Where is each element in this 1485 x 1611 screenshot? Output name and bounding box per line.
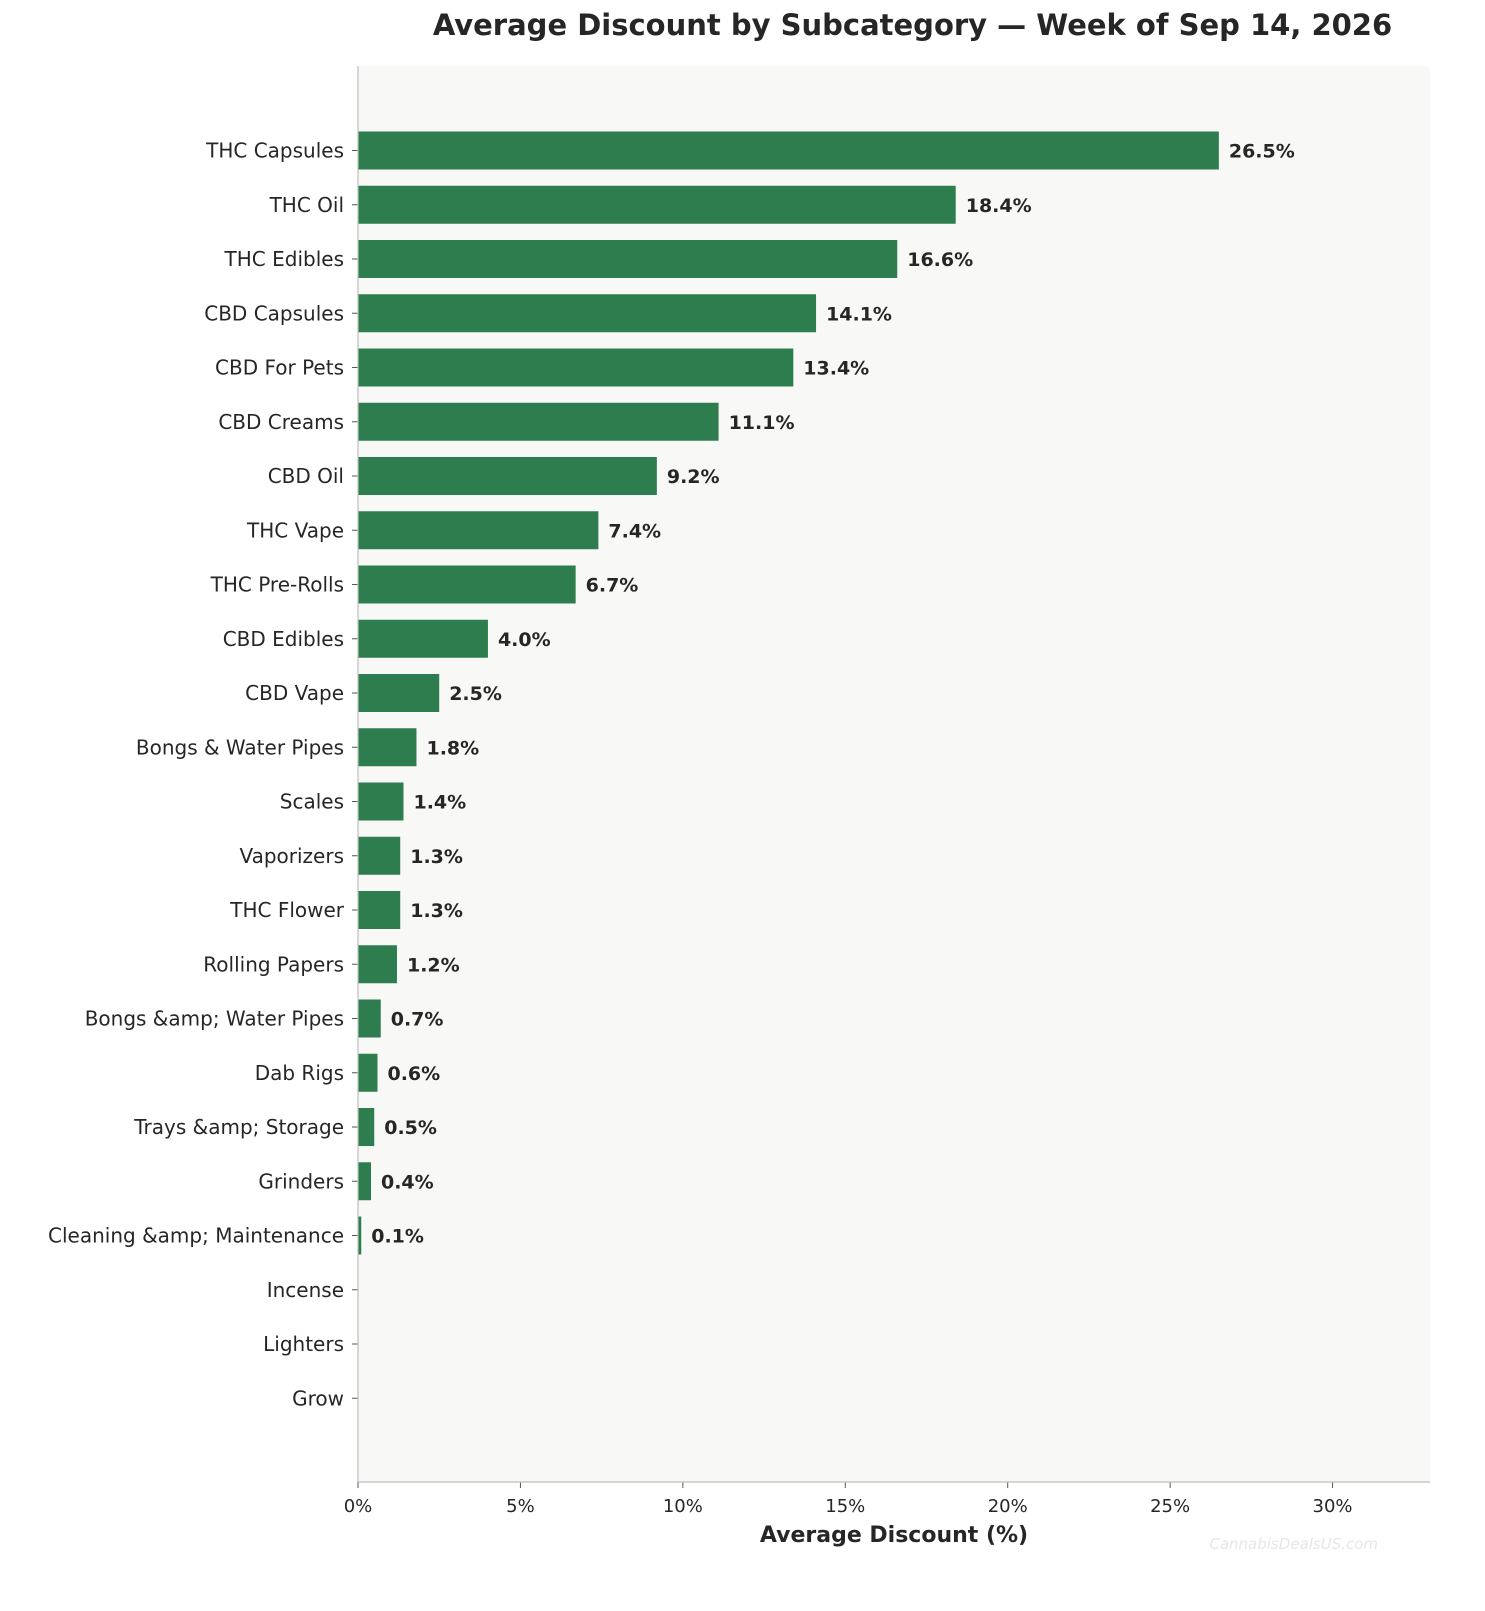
y-tick-labels: THC Capsules THC Oil THC Edibles CBD Capsul…: [48, 139, 358, 1410]
y-tick-label: CBD Creams: [218, 410, 344, 434]
bar-value-label: 0.4%: [381, 1171, 434, 1193]
bar: [358, 619, 488, 658]
y-tick-label: Trays &amp; Storage: [133, 1115, 344, 1139]
y-tick-label: Vaporizers: [239, 844, 344, 868]
y-tick-label: THC Flower: [229, 898, 345, 922]
chart-title: Average Discount by Subcategory — Week o…: [432, 8, 1393, 42]
plot-background: [358, 66, 1430, 1482]
bar-value-label: 4.0%: [498, 629, 551, 651]
x-axis-label: Average Discount (%): [760, 1523, 1028, 1548]
bar-value-label: 14.1%: [826, 303, 892, 325]
y-tick-label: Rolling Papers: [203, 952, 344, 976]
y-tick-label: THC Oil: [269, 193, 344, 217]
bar-value-label: 13.4%: [803, 358, 869, 380]
bar: [358, 240, 898, 278]
y-tick-label: Bongs &amp; Water Pipes: [85, 1007, 344, 1031]
bar: [358, 1108, 375, 1146]
x-ticks: 0% 5% 10% 15% 20% 25% 30%: [344, 1482, 1353, 1517]
bar-value-label: 7.4%: [608, 520, 661, 542]
bar-value-label: 16.6%: [907, 249, 973, 271]
bar: [358, 1162, 371, 1201]
x-tick-label: 25%: [1150, 1496, 1190, 1517]
bar-value-label: 2.5%: [449, 683, 502, 705]
x-tick-label: 20%: [988, 1496, 1028, 1517]
y-tick-label: Incense: [267, 1278, 344, 1302]
bar-value-label: 0.7%: [391, 1009, 444, 1031]
bar: [358, 728, 417, 767]
y-tick-label: Cleaning &amp; Maintenance: [48, 1224, 344, 1248]
y-tick-label: Lighters: [263, 1332, 344, 1356]
watermark: CannabisDealsUS.com: [1209, 1535, 1378, 1553]
y-tick-label: CBD For Pets: [215, 356, 344, 380]
bar: [358, 1216, 362, 1255]
x-tick-label: 15%: [825, 1496, 865, 1517]
y-tick-label: THC Edibles: [224, 247, 344, 271]
bar-value-label: 0.5%: [384, 1117, 437, 1139]
bar-value-label: 26.5%: [1229, 141, 1295, 163]
bar: [358, 891, 401, 929]
bar: [358, 131, 1219, 170]
bar: [358, 402, 719, 441]
value-labels: 26.5% 18.4% 16.6% 14.1% 13.4% 11.1% 9.2% 7.4% 6.…: [371, 141, 1295, 1248]
bar: [358, 185, 956, 224]
bar-value-label: 1.3%: [410, 846, 463, 868]
y-tick-label: Grow: [292, 1386, 344, 1410]
y-tick-label: Dab Rigs: [255, 1061, 344, 1085]
bar: [358, 782, 404, 821]
bar: [358, 999, 381, 1038]
bar: [358, 674, 440, 712]
bar-value-label: 1.4%: [413, 792, 466, 814]
y-tick-label: THC Vape: [246, 518, 344, 542]
bar: [358, 294, 817, 333]
x-tick-label: 5%: [506, 1496, 535, 1517]
bars-group: [358, 131, 1219, 1255]
bar-value-label: 1.3%: [410, 900, 463, 922]
y-tick-label: CBD Vape: [245, 681, 344, 705]
bar: [358, 348, 794, 387]
y-tick-label: THC Pre-Rolls: [210, 573, 344, 597]
y-tick-label: CBD Edibles: [223, 627, 344, 651]
y-tick-label: Scales: [280, 790, 344, 814]
y-tick-label: Bongs & Water Pipes: [136, 735, 344, 759]
bar: [358, 836, 401, 875]
y-tick-label: THC Capsules: [205, 139, 344, 163]
bar-value-label: 0.1%: [371, 1226, 424, 1248]
y-tick-label: CBD Capsules: [204, 301, 344, 325]
bar-value-label: 18.4%: [966, 195, 1032, 217]
bar-value-label: 11.1%: [729, 412, 795, 434]
x-tick-label: 0%: [344, 1496, 373, 1517]
bar: [358, 457, 657, 495]
bar: [358, 1053, 378, 1092]
bar-value-label: 6.7%: [586, 575, 639, 597]
bar: [358, 511, 599, 550]
x-tick-label: 10%: [663, 1496, 703, 1517]
bar-value-label: 1.2%: [407, 954, 460, 976]
y-tick-label: Grinders: [258, 1169, 344, 1193]
x-tick-label: 30%: [1313, 1496, 1353, 1517]
bar-value-label: 1.8%: [426, 737, 479, 759]
y-tick-label: CBD Oil: [268, 464, 344, 488]
bar-value-label: 9.2%: [667, 466, 720, 488]
bar-value-label: 0.6%: [387, 1063, 440, 1085]
bar: [358, 945, 397, 984]
bar: [358, 565, 576, 604]
